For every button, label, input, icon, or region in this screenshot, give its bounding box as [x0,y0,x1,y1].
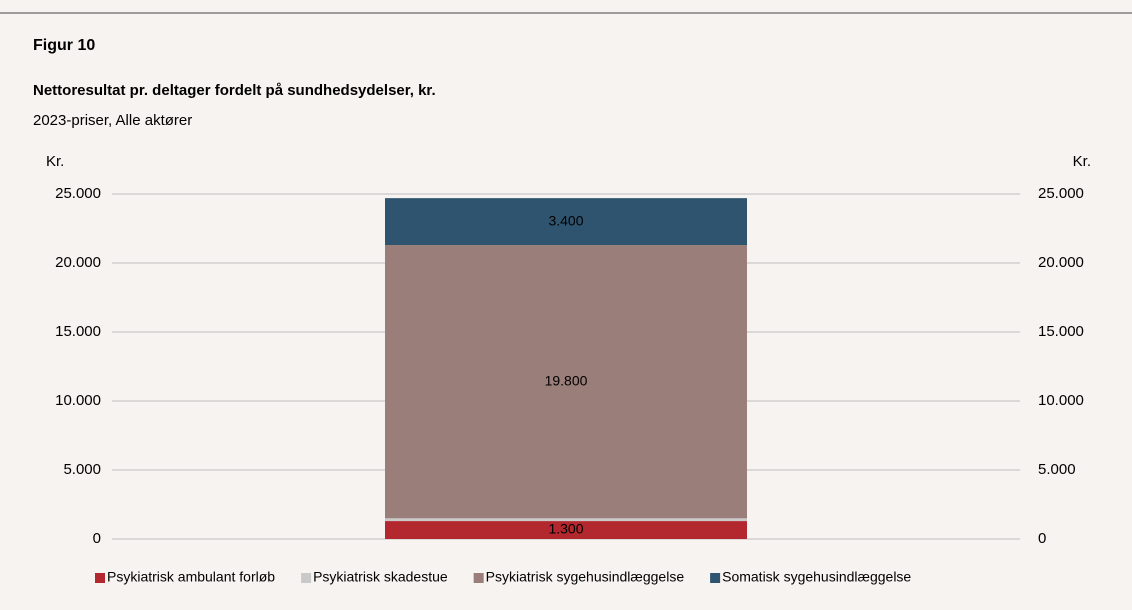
legend-label: Psykiatrisk skadestue [313,569,448,585]
legend-label: Psykiatrisk sygehusindlæggelse [486,569,685,585]
bar-segment [385,518,747,522]
legend-swatch [473,573,484,583]
chart-note: 2023-priser, Alle aktører [33,112,192,129]
y-tick-label: 10.000 [55,392,101,409]
y2-tick-label: 25.000 [1038,185,1084,202]
legend-label: Psykiatrisk ambulant forløb [107,569,275,585]
bar-segment [385,198,747,246]
bar-segment [385,245,747,519]
chart-title: Figur 10 [33,37,95,54]
y-tick-label: 15.000 [55,323,101,340]
y2-tick-label: 0 [1038,530,1046,547]
data-label: 3.400 [548,212,583,228]
legend-swatch [301,573,312,583]
y2-axis-label: Kr. [1073,153,1091,170]
data-label: 19.800 [545,372,588,388]
y-tick-label: 25.000 [55,185,101,202]
legend-swatch [95,573,105,583]
chart-subtitle: Nettoresultat pr. deltager fordelt på su… [33,82,436,99]
data-label: 1.300 [548,521,583,537]
y-tick-label: 5.000 [63,461,101,478]
y-tick-label: 0 [93,530,101,547]
y-axis-label: Kr. [46,153,64,170]
y2-tick-label: 10.000 [1038,392,1084,409]
legend-swatch [710,573,721,583]
bar-segment [385,521,747,539]
y-tick-label: 20.000 [55,254,101,271]
legend-label: Somatisk sygehusindlæggelse [722,569,911,585]
y2-tick-label: 15.000 [1038,323,1084,340]
y2-tick-label: 5.000 [1038,461,1076,478]
y2-tick-label: 20.000 [1038,254,1084,271]
